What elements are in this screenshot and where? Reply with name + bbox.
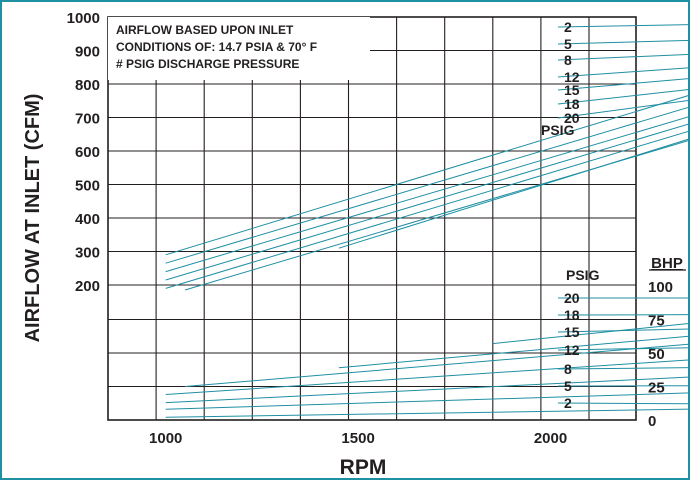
airflow-line-20-psig — [184, 139, 690, 291]
bhp-tick-label: 50 — [648, 346, 665, 363]
bhp-psig-label-20: 20 — [564, 290, 580, 306]
airflow-psig-label-15: 15 — [564, 82, 580, 98]
bhp-axis-title: BHP — [651, 255, 683, 272]
airflow-line-15-psig — [165, 130, 690, 289]
airflow-leader-5 — [557, 39, 690, 45]
x-tick-label: 1500 — [341, 430, 374, 447]
x-tick-label: 2000 — [534, 430, 567, 447]
bhp-leader-18 — [557, 314, 690, 316]
airflow-psig-label-20: 20 — [564, 110, 580, 126]
bhp-leader-15 — [557, 328, 690, 333]
airflow-leader-12 — [557, 67, 690, 78]
bhp-line-12-psig — [165, 359, 690, 395]
airflow-psig-label-2: 2 — [564, 19, 572, 35]
airflow-psig-label-8: 8 — [564, 52, 572, 68]
airflow-leader-18 — [557, 88, 690, 105]
airflow-psig-label-12: 12 — [564, 69, 580, 85]
bhp-tick-label: 25 — [648, 380, 665, 397]
y-tick-label: 400 — [75, 211, 100, 228]
bhp-line-2-psig — [165, 408, 690, 418]
bhp-psig-label-15: 15 — [564, 324, 580, 340]
airflow-psig-label-5: 5 — [564, 36, 572, 52]
airflow-line-5-psig — [165, 106, 690, 264]
y-axis-title: AIRFLOW AT INLET (CFM) — [22, 94, 44, 343]
y-tick-label: 1000 — [67, 10, 100, 27]
bhp-psig-unit: PSIG — [566, 267, 600, 283]
bhp-line-5-psig — [165, 392, 690, 410]
y-tick-label: 700 — [75, 111, 100, 128]
y-tick-label: 900 — [75, 44, 100, 61]
x-axis-title: RPM — [340, 456, 387, 479]
airflow-line-12-psig — [165, 123, 690, 281]
bhp-psig-label-8: 8 — [564, 361, 572, 377]
airflow-leader-20 — [557, 99, 690, 119]
annotation-line-2: CONDITIONS OF: 14.7 PSIA & 70° F — [116, 40, 317, 54]
bhp-leader-2 — [557, 402, 690, 405]
bhp-line-20-psig — [492, 322, 690, 345]
bhp-leader-8 — [557, 367, 690, 370]
bhp-line-15-psig — [184, 343, 690, 387]
bhp-psig-label-18: 18 — [564, 307, 580, 323]
bhp-psig-label-2: 2 — [564, 395, 572, 411]
annotation-line-3: # PSIG DISCHARGE PRESSURE — [116, 57, 299, 71]
bhp-leader-12 — [557, 347, 690, 351]
y-tick-label: 200 — [75, 278, 100, 295]
bhp-tick-label: 0 — [648, 413, 656, 430]
x-tick-label: 1000 — [149, 430, 182, 447]
airflow-psig-label-18: 18 — [564, 96, 580, 112]
curves — [165, 24, 690, 418]
airflow-psig-unit: PSIG — [541, 122, 575, 138]
bhp-line-18-psig — [338, 335, 690, 369]
airflow-line-8-psig — [165, 115, 690, 273]
labels: 1000150020002500300010009008007006005004… — [67, 10, 673, 447]
bhp-psig-label-12: 12 — [564, 342, 580, 358]
airflow-line-2-psig — [165, 94, 690, 256]
airflow-leader-2 — [557, 24, 690, 28]
airflow-leader-8 — [557, 53, 690, 61]
bhp-line-8-psig — [165, 376, 690, 404]
y-tick-label: 600 — [75, 144, 100, 161]
bhp-tick-label: 100 — [648, 279, 673, 296]
airflow-line-18-psig — [338, 138, 690, 249]
annotation-line-1: AIRFLOW BASED UPON INLET — [116, 23, 294, 37]
bhp-psig-label-5: 5 — [564, 378, 572, 394]
y-tick-label: 300 — [75, 245, 100, 262]
y-tick-label: 500 — [75, 178, 100, 195]
y-tick-label: 800 — [75, 77, 100, 94]
annotation-box: AIRFLOW BASED UPON INLET CONDITIONS OF: … — [108, 17, 370, 80]
bhp-tick-label: 75 — [648, 313, 665, 330]
bhp-leader-5 — [557, 385, 690, 387]
airflow-leader-15 — [557, 78, 690, 91]
